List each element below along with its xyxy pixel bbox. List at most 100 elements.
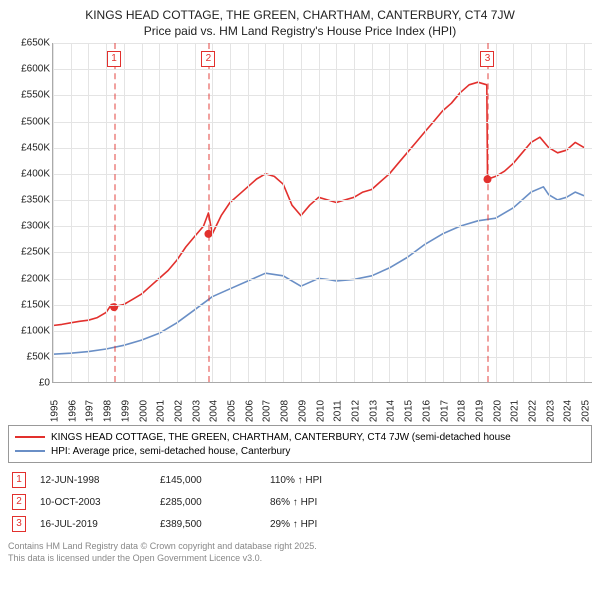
- gridline-v: [407, 43, 408, 382]
- y-tick-label: £0: [39, 378, 50, 389]
- x-tick-label: 2017: [439, 400, 450, 422]
- y-tick-label: £350K: [21, 195, 50, 206]
- y-tick-label: £450K: [21, 142, 50, 153]
- y-tick-label: £550K: [21, 90, 50, 101]
- event-row: 2 10-OCT-2003£285,00086% ↑ HPI: [8, 491, 592, 513]
- footer: Contains HM Land Registry data © Crown c…: [8, 541, 592, 564]
- x-tick-label: 2024: [563, 400, 574, 422]
- event-marker-box: 3: [12, 516, 26, 532]
- event-hpi: 86% ↑ HPI: [270, 497, 370, 508]
- title-sub: Price paid vs. HM Land Registry's House …: [8, 24, 592, 40]
- line-svg: [53, 43, 593, 383]
- legend-swatch: [15, 450, 45, 452]
- y-tick-label: £600K: [21, 64, 50, 75]
- gridline-v: [354, 43, 355, 382]
- y-tick-label: £200K: [21, 273, 50, 284]
- gridline-v: [531, 43, 532, 382]
- gridline-h: [53, 43, 592, 44]
- y-tick-label: £650K: [21, 38, 50, 49]
- x-tick-label: 2020: [492, 400, 503, 422]
- gridline-v: [177, 43, 178, 382]
- gridline-h: [53, 331, 592, 332]
- event-price: £285,000: [160, 497, 270, 508]
- x-tick-label: 1997: [85, 400, 96, 422]
- x-tick-label: 2025: [581, 400, 592, 422]
- x-tick-label: 2001: [156, 400, 167, 422]
- gridline-v: [195, 43, 196, 382]
- event-price: £145,000: [160, 475, 270, 486]
- event-marker-box: 1: [12, 472, 26, 488]
- events-table: 1 12-JUN-1998£145,000110% ↑ HPI 2 10-OCT-20…: [8, 469, 592, 535]
- gridline-h: [53, 252, 592, 253]
- gridline-v: [443, 43, 444, 382]
- x-tick-label: 2003: [191, 400, 202, 422]
- gridline-h: [53, 122, 592, 123]
- event-marker-box: 2: [12, 494, 26, 510]
- event-row: 1 12-JUN-1998£145,000110% ↑ HPI: [8, 469, 592, 491]
- gridline-v: [336, 43, 337, 382]
- gridline-v: [319, 43, 320, 382]
- event-price: £389,500: [160, 519, 270, 530]
- event-date: 10-OCT-2003: [40, 497, 160, 508]
- gridline-v: [283, 43, 284, 382]
- gridline-v: [496, 43, 497, 382]
- x-tick-label: 2019: [474, 400, 485, 422]
- gridline-h: [53, 148, 592, 149]
- x-tick-label: 2009: [297, 400, 308, 422]
- x-tick-label: 2014: [386, 400, 397, 422]
- x-axis: 1995199619971998199920002001200220032004…: [52, 383, 592, 423]
- x-tick-label: 2021: [510, 400, 521, 422]
- x-tick-label: 2018: [457, 400, 468, 422]
- event-dashed-line: [487, 43, 489, 382]
- event-hpi: 29% ↑ HPI: [270, 519, 370, 530]
- gridline-v: [478, 43, 479, 382]
- x-tick-label: 2016: [421, 400, 432, 422]
- legend: KINGS HEAD COTTAGE, THE GREEN, CHARTHAM,…: [8, 425, 592, 463]
- event-date: 16-JUL-2019: [40, 519, 160, 530]
- legend-label: KINGS HEAD COTTAGE, THE GREEN, CHARTHAM,…: [51, 432, 511, 443]
- gridline-v: [159, 43, 160, 382]
- gridline-v: [88, 43, 89, 382]
- x-tick-label: 1996: [67, 400, 78, 422]
- x-tick-label: 2010: [315, 400, 326, 422]
- event-hpi: 110% ↑ HPI: [270, 475, 370, 486]
- x-tick-label: 2013: [368, 400, 379, 422]
- x-tick-label: 2011: [333, 400, 344, 422]
- footer-line-2: This data is licensed under the Open Gov…: [8, 553, 592, 565]
- gridline-v: [71, 43, 72, 382]
- gridline-v: [106, 43, 107, 382]
- event-dashed-line: [114, 43, 116, 382]
- x-tick-label: 2015: [404, 400, 415, 422]
- title-main: KINGS HEAD COTTAGE, THE GREEN, CHARTHAM,…: [8, 8, 592, 24]
- gridline-v: [584, 43, 585, 382]
- gridline-v: [566, 43, 567, 382]
- x-tick-label: 2002: [173, 400, 184, 422]
- y-tick-label: £400K: [21, 168, 50, 179]
- event-marker-3: 3: [480, 51, 494, 67]
- title-block: KINGS HEAD COTTAGE, THE GREEN, CHARTHAM,…: [8, 8, 592, 39]
- gridline-v: [265, 43, 266, 382]
- event-date: 12-JUN-1998: [40, 475, 160, 486]
- gridline-v: [301, 43, 302, 382]
- gridline-v: [389, 43, 390, 382]
- x-tick-label: 2012: [350, 400, 361, 422]
- y-tick-label: £250K: [21, 247, 50, 258]
- gridline-v: [513, 43, 514, 382]
- event-row: 3 16-JUL-2019£389,50029% ↑ HPI: [8, 513, 592, 535]
- x-tick-label: 1995: [50, 400, 61, 422]
- legend-row: KINGS HEAD COTTAGE, THE GREEN, CHARTHAM,…: [15, 430, 585, 444]
- y-axis: £0£50K£100K£150K£200K£250K£300K£350K£400…: [8, 43, 52, 383]
- x-tick-label: 1999: [120, 400, 131, 422]
- x-tick-label: 2006: [244, 400, 255, 422]
- event-marker-2: 2: [201, 51, 215, 67]
- gridline-h: [53, 69, 592, 70]
- x-tick-label: 2004: [209, 400, 220, 422]
- gridline-v: [372, 43, 373, 382]
- legend-swatch: [15, 436, 45, 438]
- event-marker-1: 1: [107, 51, 121, 67]
- chart-area: £0£50K£100K£150K£200K£250K£300K£350K£400…: [8, 43, 592, 423]
- gridline-v: [460, 43, 461, 382]
- x-tick-label: 2008: [280, 400, 291, 422]
- gridline-h: [53, 200, 592, 201]
- gridline-v: [53, 43, 54, 382]
